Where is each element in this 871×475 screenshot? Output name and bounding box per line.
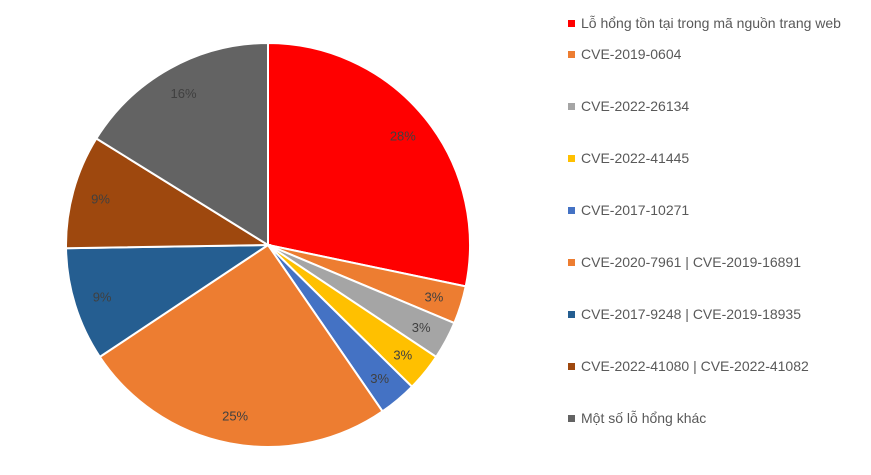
legend-swatch — [568, 155, 575, 162]
data-label: 28% — [390, 128, 416, 143]
legend-swatch — [568, 20, 575, 27]
pie-chart: 28%3%3%3%3%25%9%9%16% — [65, 41, 471, 448]
legend-label: Lỗ hổng tồn tại trong mã nguồn trang web — [581, 15, 841, 31]
data-label: 3% — [424, 290, 443, 305]
legend-swatch — [568, 207, 575, 214]
legend-swatch — [568, 259, 575, 266]
data-label: 3% — [412, 320, 431, 335]
legend: Lỗ hổng tồn tại trong mã nguồn trang web… — [568, 14, 868, 461]
legend-swatch — [568, 415, 575, 422]
legend-label: CVE-2019-0604 — [581, 46, 682, 62]
pie-slice — [65, 243, 272, 359]
legend-swatch — [568, 311, 575, 318]
pie-slice — [267, 41, 471, 288]
pie-slice — [94, 41, 269, 247]
legend-label: CVE-2022-41445 — [581, 150, 690, 166]
legend-label: CVE-2017-10271 — [581, 202, 690, 218]
legend-label: CVE-2022-41080 | CVE-2022-41082 — [581, 358, 809, 374]
legend-item: CVE-2022-26134 — [568, 97, 868, 116]
data-label: 9% — [93, 290, 112, 305]
legend-item: CVE-2022-41080 | CVE-2022-41082 — [568, 357, 868, 376]
pie-slice — [98, 243, 384, 448]
legend-label: CVE-2020-7961 | CVE-2019-16891 — [581, 254, 802, 270]
data-label: 3% — [393, 348, 412, 363]
legend-item: Lỗ hổng tồn tại trong mã nguồn trang web — [568, 14, 868, 33]
legend-label: CVE-2017-9248 | CVE-2019-18935 — [581, 306, 802, 322]
legend-swatch — [568, 51, 575, 58]
legend-label: CVE-2022-26134 — [581, 98, 690, 114]
data-label: 16% — [171, 86, 197, 101]
legend-item: CVE-2019-0604 — [568, 45, 868, 64]
legend-item: Một số lỗ hổng khác — [568, 409, 868, 428]
data-label: 9% — [91, 192, 110, 207]
legend-label: Một số lỗ hổng khác — [581, 410, 707, 426]
legend-item: CVE-2017-9248 | CVE-2019-18935 — [568, 305, 868, 324]
data-label: 25% — [222, 409, 248, 424]
legend-item: CVE-2017-10271 — [568, 201, 868, 220]
data-label: 3% — [370, 371, 389, 386]
legend-item: CVE-2022-41445 — [568, 149, 868, 168]
legend-swatch — [568, 363, 575, 370]
legend-swatch — [568, 103, 575, 110]
legend-item: CVE-2020-7961 | CVE-2019-16891 — [568, 253, 868, 272]
pie-slice — [65, 137, 272, 250]
